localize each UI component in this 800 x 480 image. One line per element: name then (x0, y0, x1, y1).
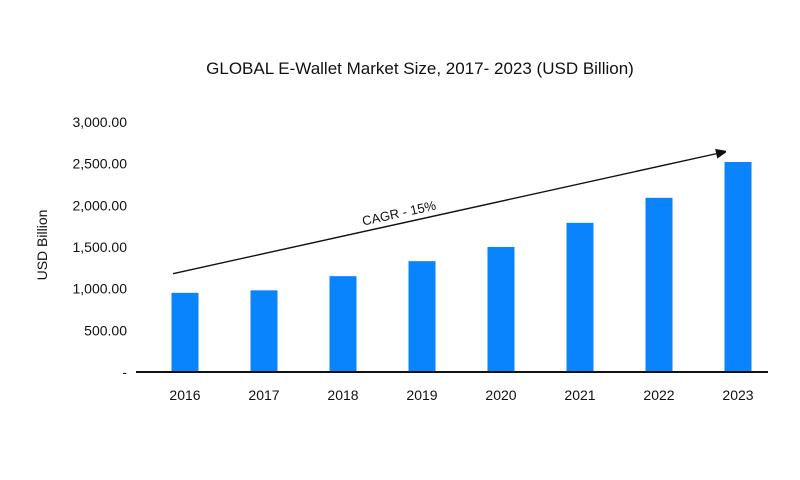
cagr-arrow (172, 152, 724, 275)
y-axis-label: USD Billion (34, 210, 50, 281)
x-tick-label: 2019 (406, 387, 437, 403)
x-tick-label: 2018 (327, 387, 358, 403)
bar-2016 (171, 292, 199, 372)
y-tick-label: 1,500.00 (73, 239, 128, 255)
bar-2018 (329, 276, 357, 372)
y-tick-label: 3,000.00 (73, 114, 128, 130)
bar-2021 (566, 222, 594, 372)
annotations: CAGR - 15% (172, 152, 724, 275)
x-tick-label: 2021 (564, 387, 595, 403)
bar-2020 (487, 247, 515, 372)
bar-2017 (250, 290, 278, 372)
y-tick-label: - (122, 364, 127, 380)
x-tick-label: 2022 (643, 387, 674, 403)
x-tick-label: 2023 (722, 387, 753, 403)
bar-2019 (408, 261, 436, 372)
y-axis-ticks: - 500.00 1,000.00 1,500.00 2,000.00 2,500.00 3… (73, 114, 128, 380)
bar-2023 (724, 162, 752, 372)
x-axis-ticks: 2016 2017 2018 2019 2020 2021 2022 2023 (169, 387, 753, 403)
x-tick-label: 2020 (485, 387, 516, 403)
bar-2022 (645, 197, 673, 372)
bars (171, 162, 752, 372)
x-tick-label: 2016 (169, 387, 200, 403)
y-tick-label: 2,000.00 (73, 197, 128, 213)
y-tick-label: 2,500.00 (73, 156, 128, 172)
y-tick-label: 1,000.00 (73, 281, 128, 297)
chart-title: GLOBAL E-Wallet Market Size, 2017- 2023 … (206, 59, 634, 78)
y-tick-label: 500.00 (84, 322, 127, 338)
x-tick-label: 2017 (248, 387, 279, 403)
